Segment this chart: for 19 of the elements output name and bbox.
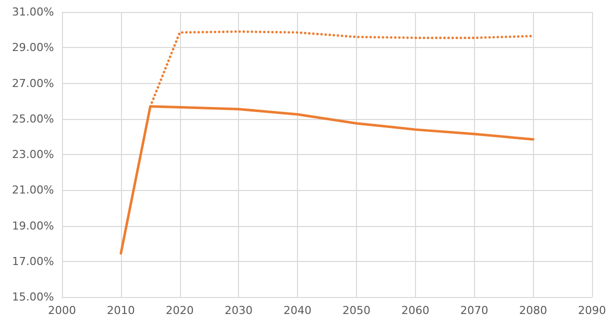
y-tick-label: 21.00% [12,184,54,197]
y-tick-label: 25.00% [12,112,54,126]
y-tick-label: 27.00% [12,76,54,90]
x-tick-label: 2050 [342,304,370,317]
y-tick-label: 17.00% [12,254,54,268]
y-tick-label: 29.00% [12,41,54,54]
x-tick-label: 2020 [166,304,194,317]
x-tick-label: 2040 [284,304,312,317]
y-tick-label: 19.00% [12,219,54,232]
x-tick-label: 2010 [106,304,135,317]
y-tick-label: 23.00% [12,148,54,161]
x-tick-label: 2030 [224,304,253,317]
x-tick-label: 2070 [460,304,488,317]
y-tick-label: 15.00% [12,290,54,304]
x-tick-label: 2080 [519,304,548,317]
x-tick-label: 2000 [48,304,76,317]
x-tick-label: 2060 [401,304,430,317]
x-tick-label: 2090 [578,304,606,317]
y-tick-label: 31.00% [12,6,54,18]
